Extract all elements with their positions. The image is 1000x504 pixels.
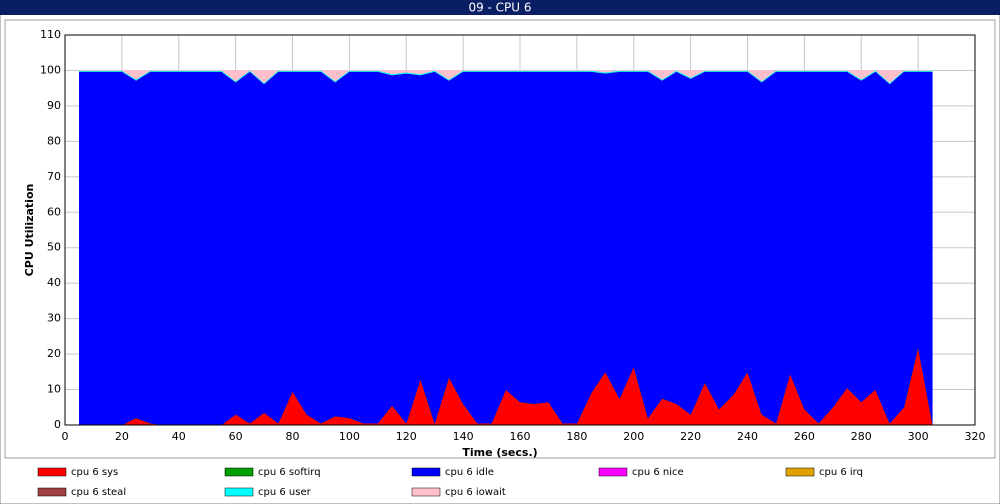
x-tick-label: 160	[510, 430, 531, 443]
legend-swatch	[785, 467, 815, 477]
x-tick-label: 20	[115, 430, 129, 443]
y-tick-label: 20	[47, 347, 61, 360]
legend-label: cpu 6 nice	[632, 467, 684, 478]
x-tick-label: 140	[453, 430, 474, 443]
y-tick-label: 100	[40, 63, 61, 76]
x-tick-label: 260	[794, 430, 815, 443]
y-axis-label: CPU Utilization	[23, 184, 36, 277]
x-tick-label: 100	[339, 430, 360, 443]
x-tick-label: 60	[229, 430, 243, 443]
y-tick-label: 90	[47, 99, 61, 112]
y-tick-label: 0	[54, 418, 61, 431]
x-tick-label: 280	[851, 430, 872, 443]
legend-label: cpu 6 irq	[819, 467, 863, 478]
x-tick-label: 0	[62, 430, 69, 443]
y-tick-label: 40	[47, 276, 61, 289]
y-tick-label: 10	[47, 383, 61, 396]
y-tick-label: 80	[47, 134, 61, 147]
legend-label: cpu 6 sys	[71, 467, 118, 478]
legend-label: cpu 6 user	[258, 487, 312, 498]
x-tick-label: 40	[172, 430, 186, 443]
x-tick-label: 320	[965, 430, 986, 443]
legend-swatch	[598, 467, 628, 477]
legend-swatch	[411, 487, 441, 497]
x-tick-label: 80	[286, 430, 300, 443]
area	[78, 71, 933, 426]
x-tick-label: 200	[623, 430, 644, 443]
plot-border	[64, 34, 976, 426]
chart-title: 09 - CPU 6	[468, 1, 531, 15]
x-axis-label: Time (secs.)	[462, 446, 537, 459]
y-tick-label: 110	[40, 28, 61, 41]
x-tick-label: 220	[680, 430, 701, 443]
legend-swatch	[224, 467, 254, 477]
legend-swatch	[224, 487, 254, 497]
legend-label: cpu 6 idle	[445, 467, 494, 478]
area	[79, 70, 933, 84]
legend-swatch	[37, 487, 67, 497]
x-tick-label: 120	[396, 430, 417, 443]
legend-label: cpu 6 softirq	[258, 467, 321, 478]
legend-label: cpu 6 steal	[71, 487, 126, 498]
x-tick-label: 180	[566, 430, 587, 443]
x-tick-label: 240	[737, 430, 758, 443]
y-tick-label: 70	[47, 170, 61, 183]
legend-swatch	[37, 467, 67, 477]
y-tick-label: 30	[47, 312, 61, 325]
y-tick-label: 60	[47, 205, 61, 218]
x-tick-label: 300	[908, 430, 929, 443]
title-bar	[0, 0, 1000, 15]
y-tick-label: 50	[47, 241, 61, 254]
legend-swatch	[411, 467, 441, 477]
legend-label: cpu 6 iowait	[445, 487, 506, 498]
